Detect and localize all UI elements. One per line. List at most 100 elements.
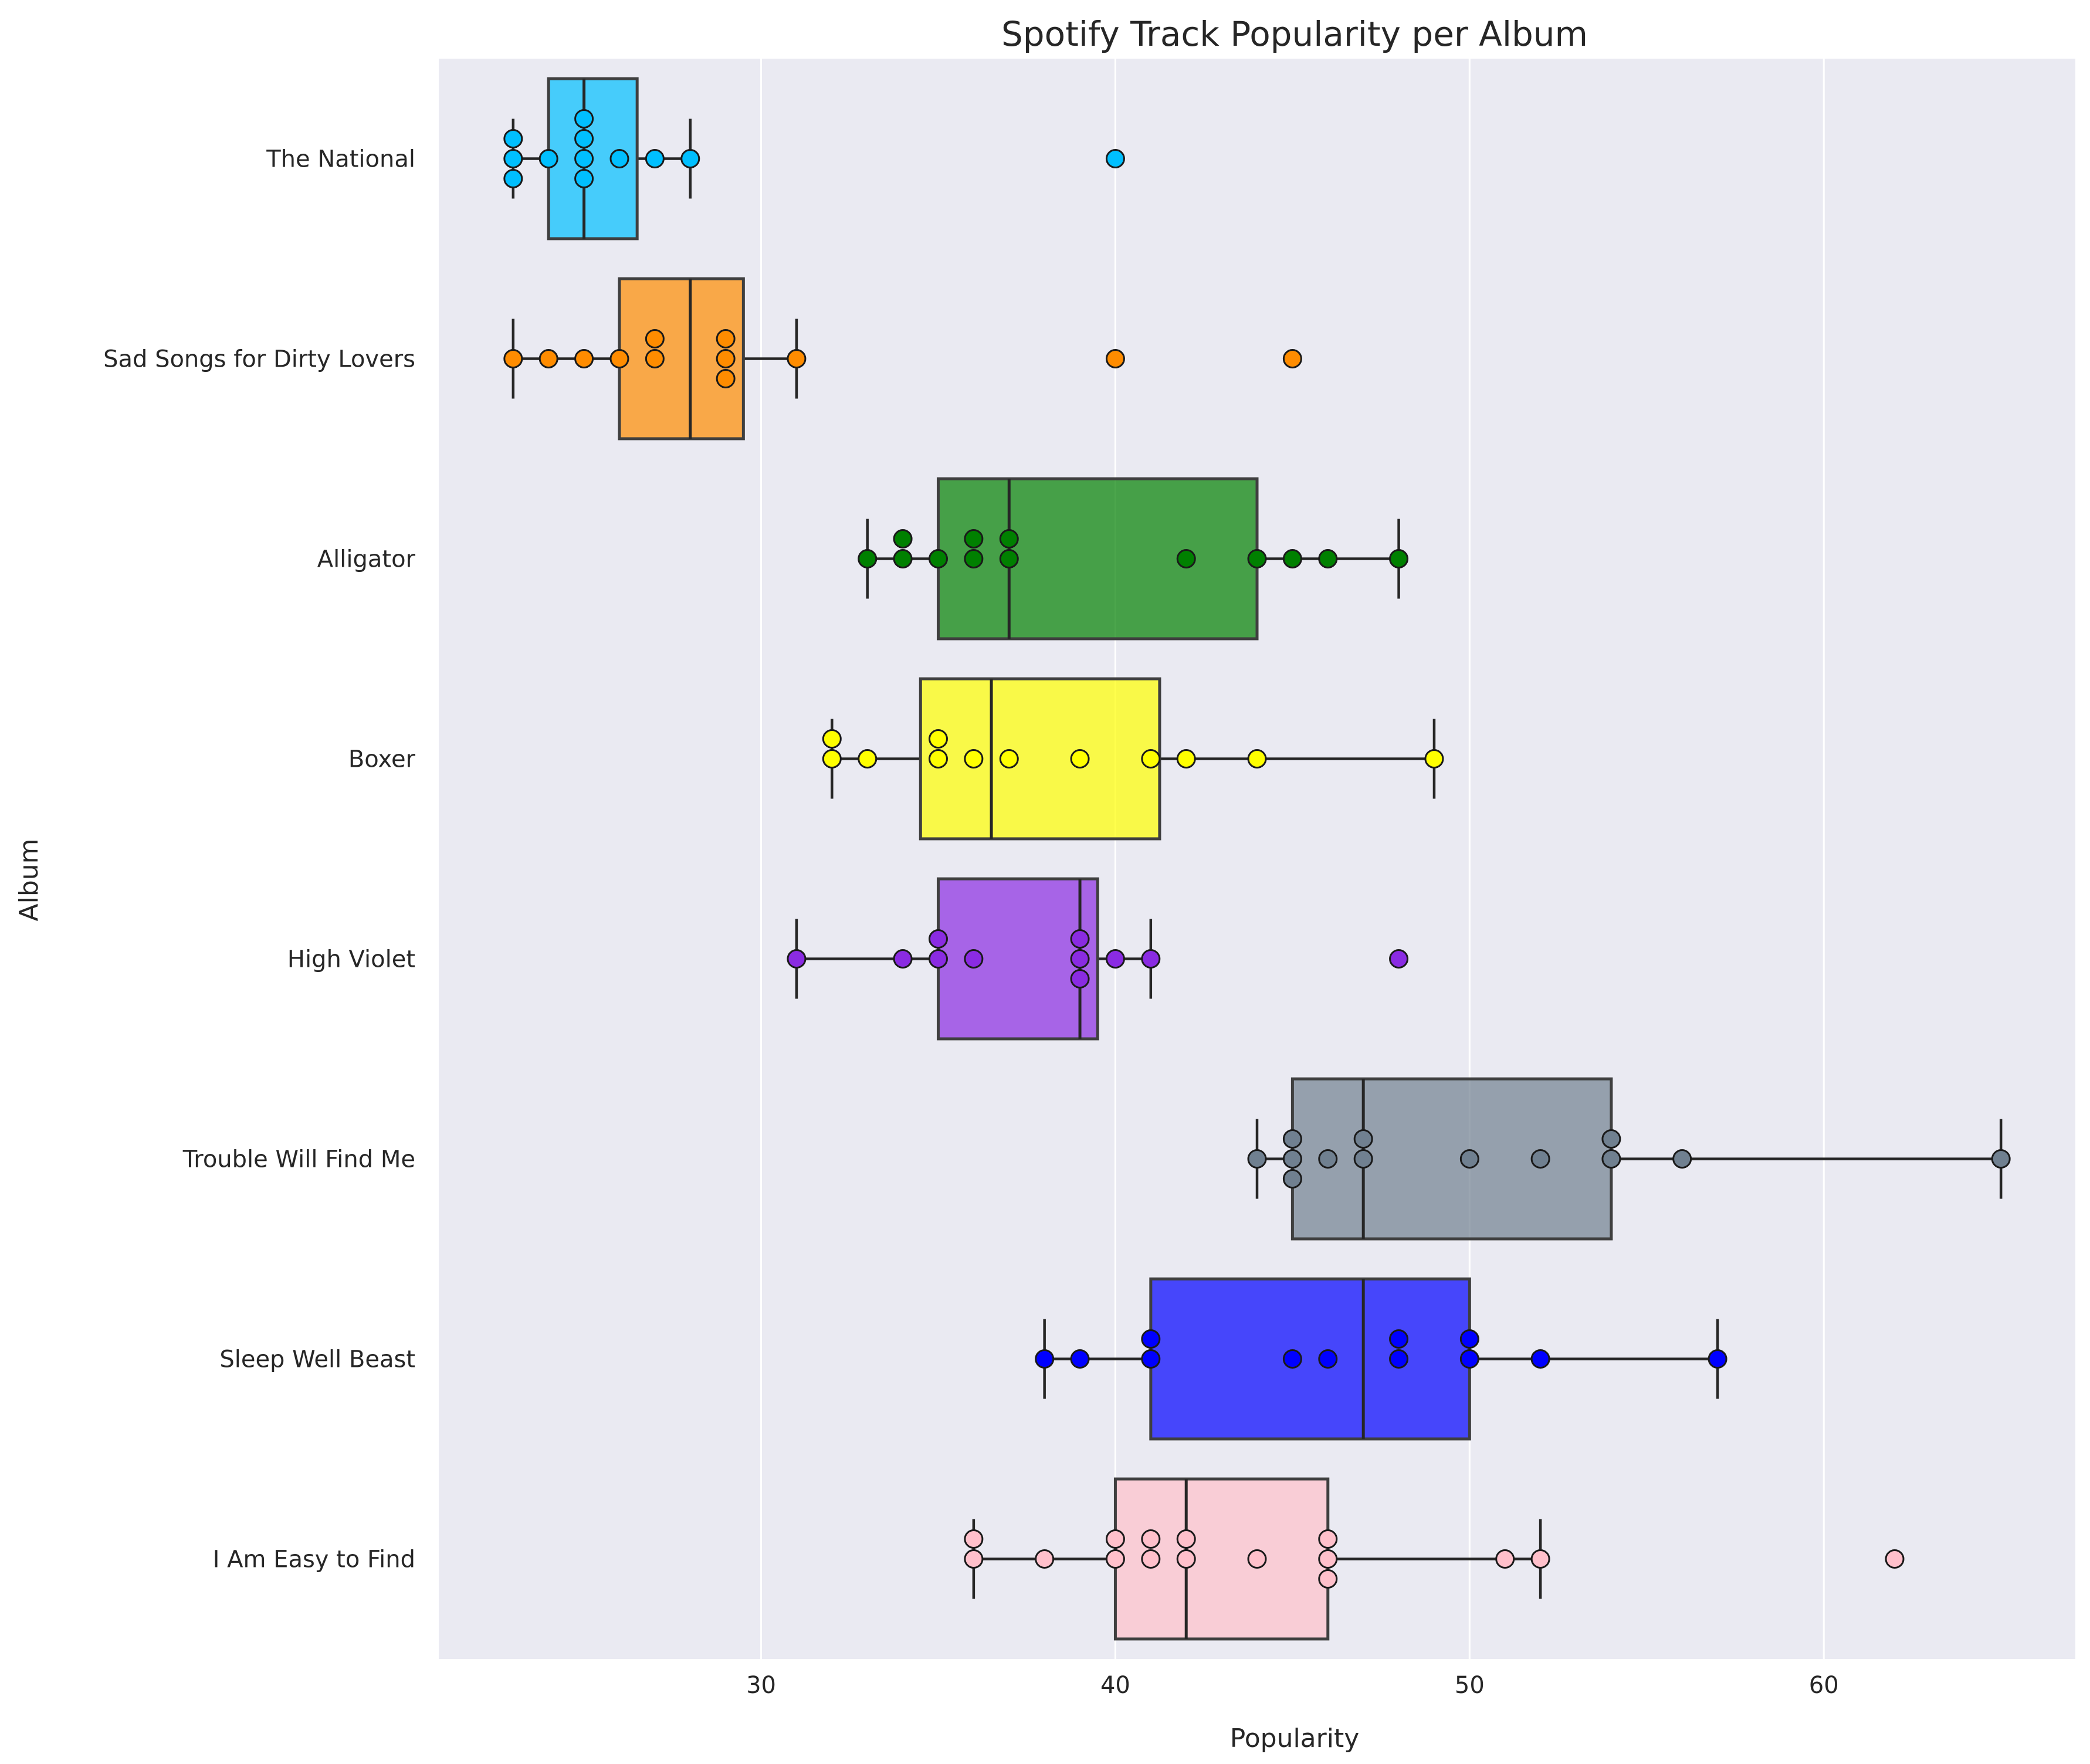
point-sleep-well-beast-7 bbox=[1389, 1329, 1409, 1349]
point-alligator-8 bbox=[1176, 549, 1196, 568]
point-the-national-0 bbox=[503, 149, 523, 168]
y-tick-label-sleep-well-beast: Sleep Well Beast bbox=[219, 1346, 415, 1373]
point-i-am-easy-to-find-10 bbox=[1318, 1549, 1338, 1569]
point-trouble-will-find-me-7 bbox=[1459, 1149, 1479, 1169]
point-sad-songs-for-dirty-lovers-5 bbox=[645, 329, 665, 348]
point-the-national-3 bbox=[538, 149, 558, 168]
box-alligator bbox=[936, 477, 1259, 641]
x-tick-label-40: 40 bbox=[1100, 1672, 1130, 1699]
point-sad-songs-for-dirty-lovers-10 bbox=[1105, 349, 1125, 368]
point-the-national-10 bbox=[680, 149, 700, 168]
point-i-am-easy-to-find-14 bbox=[1530, 1549, 1550, 1569]
point-boxer-0 bbox=[822, 749, 842, 768]
y-tick-label-the-national: The National bbox=[266, 146, 415, 173]
point-trouble-will-find-me-3 bbox=[1282, 1169, 1302, 1189]
point-alligator-7 bbox=[999, 529, 1019, 549]
x-tick-label-50: 50 bbox=[1455, 1672, 1485, 1699]
point-sad-songs-for-dirty-lovers-8 bbox=[716, 369, 736, 388]
point-high-violet-4 bbox=[964, 949, 984, 969]
point-trouble-will-find-me-11 bbox=[1672, 1149, 1692, 1169]
point-high-violet-5 bbox=[1070, 949, 1090, 969]
point-boxer-7 bbox=[1070, 749, 1090, 768]
point-sad-songs-for-dirty-lovers-4 bbox=[645, 349, 665, 368]
point-high-violet-6 bbox=[1070, 929, 1090, 949]
point-boxer-4 bbox=[928, 729, 948, 749]
point-alligator-1 bbox=[893, 549, 913, 568]
point-boxer-8 bbox=[1141, 749, 1161, 768]
point-sad-songs-for-dirty-lovers-7 bbox=[716, 329, 736, 348]
point-sleep-well-beast-8 bbox=[1459, 1349, 1479, 1369]
point-high-violet-10 bbox=[1389, 949, 1409, 969]
point-sad-songs-for-dirty-lovers-3 bbox=[609, 349, 629, 368]
point-alligator-2 bbox=[893, 529, 913, 549]
box-group-alligator bbox=[866, 477, 1400, 641]
point-sad-songs-for-dirty-lovers-9 bbox=[787, 349, 807, 368]
point-sleep-well-beast-11 bbox=[1708, 1349, 1727, 1369]
point-alligator-0 bbox=[858, 549, 878, 568]
point-alligator-11 bbox=[1318, 549, 1338, 568]
point-high-violet-8 bbox=[1105, 949, 1125, 969]
point-sleep-well-beast-10 bbox=[1530, 1349, 1550, 1369]
point-high-violet-9 bbox=[1141, 949, 1161, 969]
y-tick-label-sad-songs-for-dirty-lovers: Sad Songs for Dirty Lovers bbox=[103, 346, 415, 373]
point-sad-songs-for-dirty-lovers-1 bbox=[538, 349, 558, 368]
x-tick-label-60: 60 bbox=[1809, 1672, 1839, 1699]
box-sleep-well-beast bbox=[1149, 1277, 1471, 1441]
point-alligator-10 bbox=[1282, 549, 1302, 568]
point-boxer-9 bbox=[1176, 749, 1196, 768]
point-trouble-will-find-me-1 bbox=[1282, 1149, 1302, 1169]
point-sleep-well-beast-5 bbox=[1318, 1349, 1338, 1369]
point-the-national-4 bbox=[574, 149, 594, 168]
point-sleep-well-beast-4 bbox=[1282, 1349, 1302, 1369]
point-high-violet-7 bbox=[1070, 969, 1090, 988]
point-alligator-5 bbox=[964, 529, 984, 549]
point-trouble-will-find-me-10 bbox=[1601, 1129, 1621, 1149]
point-i-am-easy-to-find-15 bbox=[1885, 1549, 1905, 1569]
point-i-am-easy-to-find-12 bbox=[1318, 1569, 1338, 1589]
point-alligator-6 bbox=[999, 549, 1019, 568]
point-sad-songs-for-dirty-lovers-0 bbox=[503, 349, 523, 368]
swarm-points bbox=[503, 109, 2011, 1589]
point-boxer-5 bbox=[964, 749, 984, 768]
point-i-am-easy-to-find-1 bbox=[964, 1529, 984, 1549]
point-the-national-1 bbox=[503, 129, 523, 148]
point-trouble-will-find-me-5 bbox=[1353, 1149, 1373, 1169]
point-sad-songs-for-dirty-lovers-2 bbox=[574, 349, 594, 368]
point-the-national-11 bbox=[1105, 149, 1125, 168]
point-i-am-easy-to-find-7 bbox=[1176, 1549, 1196, 1569]
chart-title: Spotify Track Popularity per Album bbox=[1001, 14, 1588, 54]
tick-labels: 30 40 50 60 The National Sad Songs for Dirty … bbox=[103, 146, 1839, 1699]
y-tick-label-boxer: Boxer bbox=[348, 746, 416, 773]
point-sleep-well-beast-6 bbox=[1389, 1349, 1409, 1369]
point-the-national-2 bbox=[503, 169, 523, 188]
point-i-am-easy-to-find-13 bbox=[1495, 1549, 1515, 1569]
point-high-violet-3 bbox=[928, 929, 948, 949]
box-boxer bbox=[919, 677, 1161, 841]
point-sleep-well-beast-9 bbox=[1459, 1329, 1479, 1349]
box-group-boxer bbox=[831, 677, 1436, 841]
point-i-am-easy-to-find-3 bbox=[1105, 1549, 1125, 1569]
point-trouble-will-find-me-9 bbox=[1601, 1149, 1621, 1169]
y-tick-label-trouble-will-find-me: Trouble Will Find Me bbox=[182, 1146, 415, 1173]
point-i-am-easy-to-find-9 bbox=[1247, 1549, 1267, 1569]
point-trouble-will-find-me-6 bbox=[1353, 1129, 1373, 1149]
point-i-am-easy-to-find-2 bbox=[1035, 1549, 1055, 1569]
point-boxer-1 bbox=[822, 729, 842, 749]
point-sleep-well-beast-0 bbox=[1035, 1349, 1055, 1369]
point-trouble-will-find-me-4 bbox=[1318, 1149, 1338, 1169]
point-alligator-3 bbox=[928, 549, 948, 568]
point-the-national-5 bbox=[574, 129, 594, 148]
point-high-violet-1 bbox=[893, 949, 913, 969]
x-axis-label: Popularity bbox=[1230, 1724, 1360, 1753]
x-tick-label-30: 30 bbox=[746, 1672, 776, 1699]
box-trouble-will-find-me bbox=[1290, 1077, 1613, 1241]
point-sad-songs-for-dirty-lovers-11 bbox=[1282, 349, 1302, 368]
y-axis-label: Album bbox=[14, 838, 44, 921]
point-boxer-11 bbox=[1424, 749, 1444, 768]
box-group-sleep-well-beast bbox=[1043, 1277, 1719, 1441]
point-i-am-easy-to-find-4 bbox=[1105, 1529, 1125, 1549]
point-alligator-12 bbox=[1389, 549, 1409, 568]
point-high-violet-2 bbox=[928, 949, 948, 969]
point-trouble-will-find-me-8 bbox=[1530, 1149, 1550, 1169]
